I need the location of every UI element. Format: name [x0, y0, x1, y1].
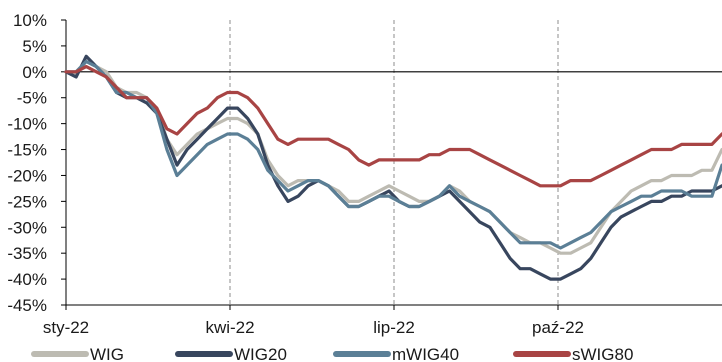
y-tick-label: -5% [17, 89, 47, 108]
legend-label-swig80: sWIG80 [572, 345, 633, 362]
axis-layer: 10% 5% 0% -5% -10% -15% -20% -25% -30% -35% -40% -4… [7, 11, 722, 337]
series-line-swig80 [64, 65, 722, 188]
x-tick-label: lip-22 [373, 318, 415, 337]
legend-label-wig20: WIG20 [234, 345, 287, 362]
y-tick-label: 5% [22, 37, 47, 56]
y-tick-label: 0% [22, 63, 47, 82]
y-tick-label: -40% [7, 270, 47, 289]
y-tick-label: -15% [7, 141, 47, 160]
series-line-wig20 [64, 54, 722, 281]
y-tick-label: 10% [13, 11, 47, 30]
y-tick-label: -35% [7, 244, 47, 263]
y-tick-label: -30% [7, 218, 47, 237]
x-tick-label: sty-22 [43, 318, 89, 337]
legend-label-mwig40: mWIG40 [392, 345, 459, 362]
series-line-mwig40 [64, 59, 722, 250]
x-tick-label: paź-22 [532, 318, 584, 337]
y-tick-label: -10% [7, 115, 47, 134]
grid-layer [229, 20, 559, 305]
y-tick-label: -25% [7, 192, 47, 211]
x-tick-label: kwi-22 [205, 318, 254, 337]
legend-label-wig: WIG [90, 345, 124, 362]
y-tick-label: -20% [7, 166, 47, 185]
series-layer [64, 54, 722, 281]
legend: WIG WIG20 mWIG40 sWIG80 [31, 345, 633, 362]
y-tick-label: -45% [7, 296, 47, 315]
